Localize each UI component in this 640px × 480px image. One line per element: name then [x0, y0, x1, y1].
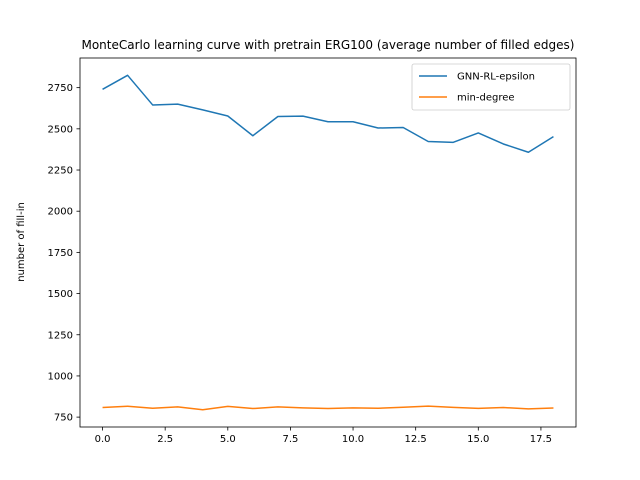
plot-frame: [79, 57, 577, 428]
series-line-1: [102, 74, 554, 153]
x-axis: 0.0 2.5 5.0 7.5 10.0 12.5 15.0 17.5: [95, 427, 552, 445]
x-tick-label: 5.0: [220, 434, 236, 445]
y-axis-label: number of fill-in: [16, 202, 27, 282]
x-tick-label: 15.0: [467, 434, 489, 445]
y-tick-label: 1000: [48, 371, 73, 382]
legend-label: min-degree: [457, 93, 515, 104]
legend: GNN-RL-epsilon min-degree: [411, 63, 571, 111]
y-tick-label: 750: [54, 413, 73, 424]
y-tick-label: 2000: [48, 207, 73, 218]
x-tick-label: 0.0: [95, 434, 111, 445]
y-tick-label: 2250: [48, 166, 73, 177]
x-tick-label: 2.5: [157, 434, 173, 445]
y-tick-label: 1500: [48, 289, 73, 300]
x-tick-label: 17.5: [530, 434, 552, 445]
chart-title: MonteCarlo learning curve with pretrain …: [81, 38, 574, 52]
plot-lines: [102, 74, 554, 411]
y-axis: 750 1000 1250 1500 1750 2000 2250 2500 2750: [48, 83, 80, 424]
y-tick-label: 2750: [48, 83, 73, 94]
legend-box: [411, 63, 571, 111]
y-tick-label: 1250: [48, 330, 73, 341]
legend-label: GNN-RL-epsilon: [457, 72, 535, 83]
x-tick-label: 7.5: [282, 434, 298, 445]
x-tick-label: 10.0: [342, 434, 364, 445]
x-tick-label: 12.5: [405, 434, 427, 445]
y-tick-label: 2500: [48, 124, 73, 135]
series-line-2: [102, 405, 554, 411]
y-tick-label: 1750: [48, 248, 73, 259]
